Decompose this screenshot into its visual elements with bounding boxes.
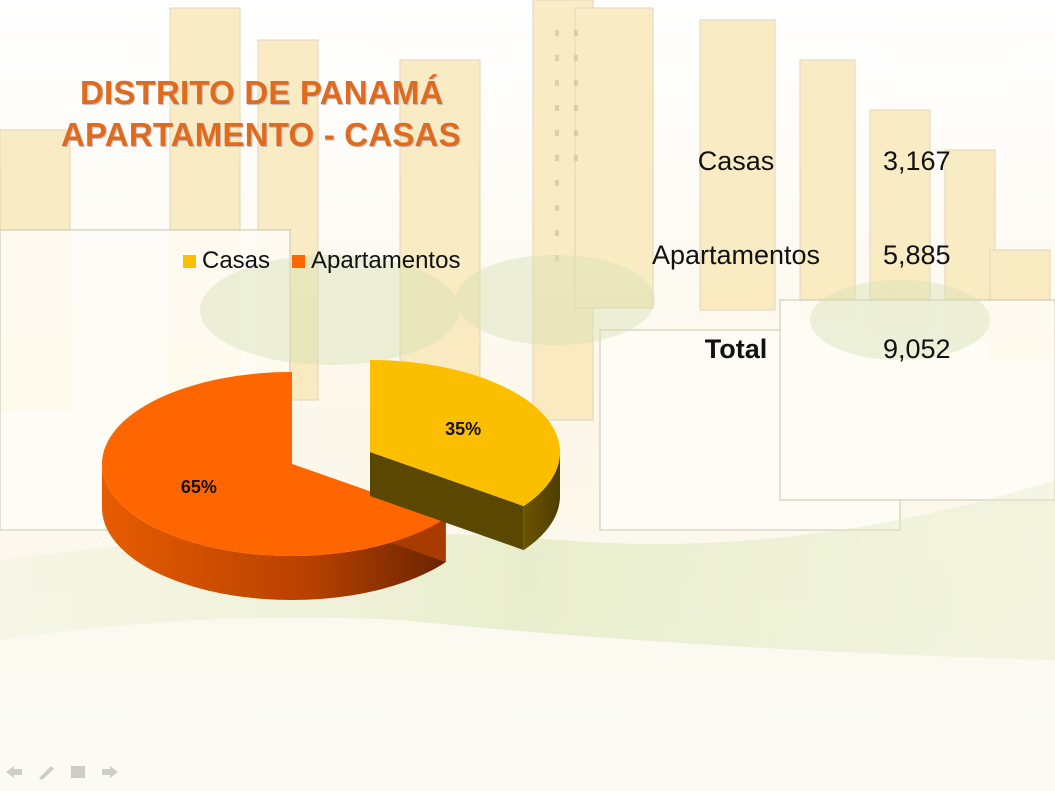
pen-icon[interactable] bbox=[36, 764, 56, 780]
slide-title-line-1: DISTRITO DE PANAMÁ bbox=[80, 74, 444, 111]
pie-data-label-apartamentos: 65% bbox=[181, 477, 217, 497]
table-value-0: 3,167 bbox=[883, 146, 951, 176]
legend-swatch-apartamentos bbox=[292, 254, 306, 268]
pie-slice-apartamentos bbox=[102, 371, 446, 556]
slideshow-nav[interactable] bbox=[4, 764, 120, 780]
legend-label-casas: Casas bbox=[202, 247, 271, 274]
chart-legend: Casas Apartamentos bbox=[183, 247, 482, 275]
table-value-1: 5,885 bbox=[883, 240, 951, 270]
table-label-1: Apartamentos bbox=[651, 240, 821, 270]
menu-icon[interactable] bbox=[68, 764, 88, 780]
pie-slice-wall-casas-1 bbox=[370, 452, 524, 551]
forward-arrow-icon[interactable] bbox=[100, 764, 120, 780]
pie-slice-casas bbox=[370, 360, 561, 507]
pie-data-label-casas: 35% bbox=[445, 419, 481, 439]
legend-swatch-casas bbox=[183, 254, 196, 268]
pie-slice-side-casas bbox=[523, 452, 560, 551]
slide-title-line-2: APARTAMENTO - CASAS bbox=[61, 116, 461, 153]
back-arrow-icon[interactable] bbox=[4, 764, 24, 780]
table-label-2: Total bbox=[704, 334, 768, 364]
legend-item-casas: Casas bbox=[183, 247, 270, 275]
legend-item-apartamentos: Apartamentos bbox=[292, 247, 460, 275]
table-value-2: 9,052 bbox=[883, 334, 951, 364]
pie-slice-side-apartamentos bbox=[102, 464, 446, 600]
table-label-0: Casas bbox=[697, 146, 775, 176]
legend-label-apartamentos: Apartamentos bbox=[311, 247, 461, 274]
